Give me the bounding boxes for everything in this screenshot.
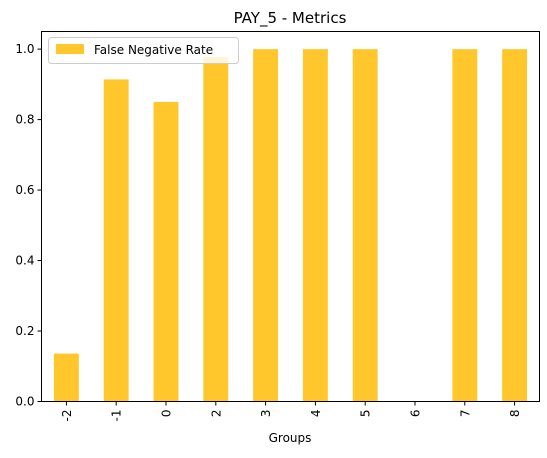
y-tick-label: 0.0 [15, 395, 34, 409]
bar--2 [53, 353, 79, 402]
bars-layer [53, 49, 528, 402]
legend: False Negative Rate [48, 37, 239, 64]
x-tick-label-0: 0 [160, 410, 174, 418]
x-tick-label-5: 5 [359, 410, 373, 418]
chart-title: PAY_5 - Metrics [234, 9, 347, 28]
y-tick-label: 0.2 [15, 324, 34, 338]
bar-4 [302, 49, 328, 402]
bar--1 [103, 79, 129, 402]
x-tick-label--1: -1 [110, 410, 124, 422]
bar-2 [203, 57, 229, 402]
x-tick-label-8: 8 [508, 410, 522, 418]
x-tick-label-4: 4 [309, 410, 323, 418]
x-tick-label--2: -2 [60, 410, 74, 422]
y-axis: 0.0 0.2 0.4 0.6 0.8 1.0 [15, 42, 42, 409]
x-tick-label-7: 7 [458, 410, 472, 418]
bar-8 [502, 49, 528, 402]
bar-7 [452, 49, 478, 402]
plot-frame [41, 31, 540, 402]
legend-swatch [56, 44, 84, 54]
x-tick-label-6: 6 [409, 410, 423, 418]
bar-5 [352, 49, 378, 402]
y-tick-label: 0.4 [15, 254, 34, 268]
x-tick-label-3: 3 [259, 410, 273, 418]
y-tick-label: 1.0 [15, 42, 34, 56]
legend-label: False Negative Rate [94, 43, 213, 57]
y-tick-label: 0.6 [15, 183, 34, 197]
x-tick-label-2: 2 [209, 410, 223, 418]
bar-0 [153, 101, 179, 402]
x-axis-label: Groups [269, 431, 312, 445]
x-axis: -2 -1 0 2 3 4 5 6 7 8 [60, 401, 522, 422]
y-tick-label: 0.8 [15, 113, 34, 127]
bar-3 [253, 49, 279, 402]
legend-frame [48, 37, 239, 64]
